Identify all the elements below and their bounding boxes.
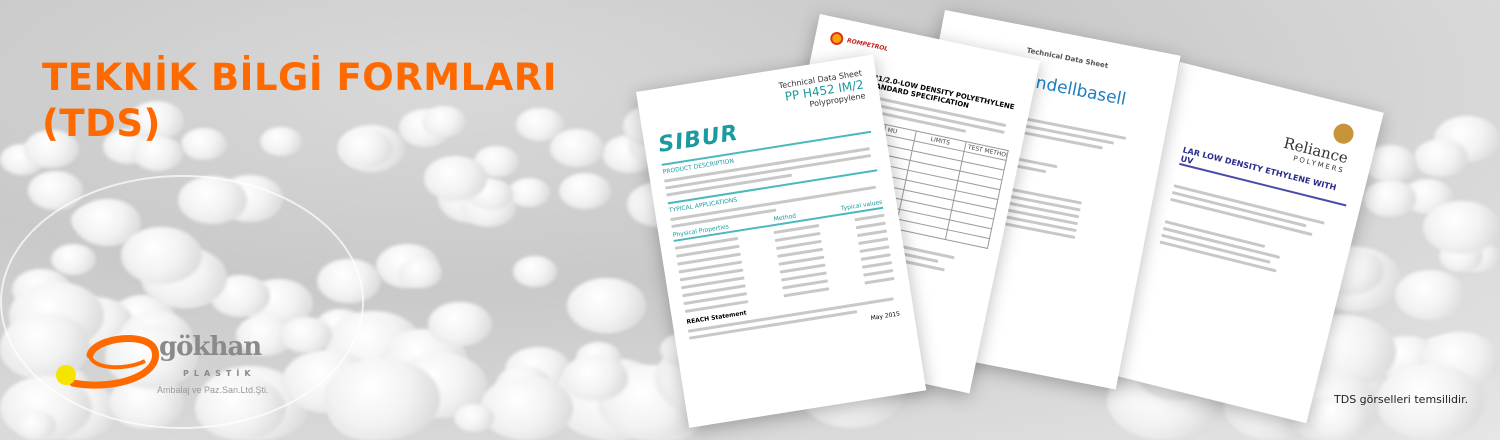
pellet (1423, 200, 1500, 255)
pellet (550, 129, 604, 167)
pellet (562, 355, 628, 401)
pellet (1413, 138, 1468, 177)
logo-swoosh-icon (56, 335, 159, 389)
pellet (1363, 179, 1417, 217)
pellet (1375, 364, 1485, 440)
pellet (423, 156, 488, 201)
pellet (1394, 270, 1466, 320)
pellet (399, 258, 443, 289)
pellet (14, 411, 57, 440)
rompetrol-logo-icon (829, 30, 845, 47)
pellet (567, 277, 646, 333)
reliance-logo-icon (1331, 121, 1356, 146)
pellet (259, 126, 302, 156)
pellet (337, 128, 394, 168)
pellet (453, 403, 494, 433)
rompetrol-brand: ROMPETROL (846, 37, 889, 53)
pellet (513, 256, 558, 287)
pellet (323, 358, 441, 440)
title-line-2: (TDS) (42, 102, 161, 145)
pellet (559, 173, 612, 210)
pellet (24, 129, 79, 168)
pellet (507, 177, 550, 208)
logo-name: gökhan (159, 332, 262, 362)
page-title: TEKNİK BİLGİ FORMLARI (TDS) (42, 55, 557, 147)
title-line-1: TEKNİK BİLGİ FORMLARI (42, 56, 558, 99)
pellet (1304, 393, 1371, 440)
pellet (421, 105, 467, 138)
pellet (181, 127, 228, 160)
pellet (132, 136, 184, 172)
pellet (428, 301, 492, 347)
logo-sub: PLASTİK (183, 369, 256, 378)
disclaimer-text: TDS görselleri temsilidir. (1334, 393, 1469, 406)
logo-company: Ambalaj ve Paz.San.Ltd.Şti. (157, 385, 269, 395)
pellet (480, 375, 573, 440)
gokhan-logo: gökhan PLASTİK Ambalaj ve Paz.San.Ltd.Şt… (55, 325, 295, 405)
glass-dish (0, 175, 364, 429)
